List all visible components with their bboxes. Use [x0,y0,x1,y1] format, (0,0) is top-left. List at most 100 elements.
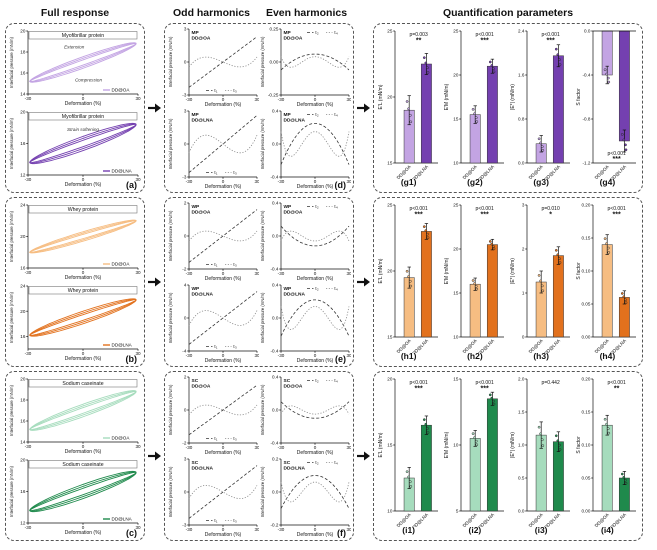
svg-text:0.0: 0.0 [584,29,591,34]
quant-cell-g4: -1.2 -0.8 -0.4 0.0 S factor DD@OA DD@LNA p<0.00… [575,29,640,187]
svg-text:SC: SC [191,460,198,466]
svg-text:0.0: 0.0 [272,141,279,146]
svg-text:-0.25: -0.25 [267,93,278,98]
svg-text:Deformation (%): Deformation (%) [296,102,333,107]
svg-text:5: 5 [456,509,459,514]
svg-text:E′M (mN/m): E′M (mN/m) [444,257,450,284]
svg-text:0.10: 0.10 [582,269,591,274]
svg-text:20: 20 [453,247,459,252]
svg-text:15: 15 [387,161,393,166]
svg-text:-30: -30 [25,525,32,530]
svg-text:0: 0 [221,271,224,276]
svg-text:-30: -30 [277,445,284,450]
svg-text:τ₂: τ₂ [315,30,319,35]
odd-harmonics-plot-wp-oa: -30 0 30 -2 0 2 Deformation (%) Interfacial pre… [168,201,259,281]
svg-text:16: 16 [20,266,26,271]
quant-cell-h4: 0.00 0.05 0.10 0.15 0.20 S factor DD@OA DD@LNA p… [575,203,640,361]
svg-text:-30: -30 [277,97,284,102]
svg-text:0: 0 [82,444,85,449]
chart-canvas: 0.00.81.62.4|E*| (mN/m)DD@OA DD@LNAp<0.00… [510,29,571,179]
svg-text:*: * [549,212,552,219]
svg-text:3: 3 [522,203,525,208]
chart-canvas: -30 0 30 16 20 24 Deformation (%) Interfacial p… [9,284,141,361]
even-harmonics-plot-wp-oa: -30 0 30 -0.4 0.0 0.4 Deformation (%) Interfaci… [260,201,351,281]
svg-text:10: 10 [387,509,393,514]
svg-text:0.15: 0.15 [582,236,591,241]
svg-text:30: 30 [346,97,351,102]
svg-text:-1.2: -1.2 [583,161,591,166]
svg-text:14: 14 [20,440,26,445]
panel-label-a: (a) [126,180,137,190]
svg-text:-0.4: -0.4 [270,348,278,353]
svg-text:Deformation (%): Deformation (%) [204,102,241,107]
svg-text:0: 0 [183,60,186,65]
svg-text:Interfacial pressure (mN/m): Interfacial pressure (mN/m) [9,291,14,342]
chart-canvas: -30 0 30 12 16 20 Deformation (%) Interfacial p… [9,110,141,187]
svg-text:Sodium caseinate: Sodium caseinate [62,462,103,468]
svg-text:τ₁: τ₁ [214,436,218,441]
bar-chart-eL-sc: 10 15 20 E′L (mN/m) DD@OA DD@LNA p<0.001 *** [378,377,440,527]
svg-text:-0.8: -0.8 [583,117,591,122]
svg-text:14: 14 [20,92,26,97]
svg-text:Myofibrillar protein: Myofibrillar protein [62,33,104,39]
svg-text:Deformation (%): Deformation (%) [65,275,102,280]
svg-text:Deformation (%): Deformation (%) [296,276,333,281]
chart-canvas: -30 0 30 14 16 18 20 Deformation (%) Interfacial… [9,377,141,454]
svg-text:***: *** [480,38,488,45]
svg-text:τ₂: τ₂ [315,378,319,383]
svg-text:0.0: 0.0 [272,408,279,413]
svg-text:|E*| (mN/m): |E*| (mN/m) [510,84,516,110]
svg-text:30: 30 [346,353,351,358]
svg-text:τ₂: τ₂ [315,286,319,291]
svg-text:-30: -30 [25,270,32,275]
flow-arrow-icon [357,23,370,193]
svg-text:Interfacial pressure (mN/m): Interfacial pressure (mN/m) [168,466,173,517]
svg-text:0.00: 0.00 [582,509,591,514]
svg-text:25: 25 [387,29,393,34]
svg-text:p=0.442: p=0.442 [542,380,560,386]
svg-text:-30: -30 [277,179,284,184]
svg-text:30: 30 [135,177,141,182]
svg-text:12: 12 [20,172,26,177]
panel-label-g3: (g3) [533,177,549,187]
svg-text:30: 30 [254,97,259,102]
svg-text:S factor: S factor [576,88,582,106]
svg-text:1.0: 1.0 [518,443,525,448]
svg-text:DD@OA: DD@OA [112,88,131,93]
svg-text:E′L (mN/m): E′L (mN/m) [378,84,384,109]
full-response-box-c: -30 0 30 14 16 18 20 Deformation (%) Interfacial… [5,371,145,541]
svg-text:E′M (mN/m): E′M (mN/m) [444,83,450,110]
harmonics-box-f: -30 0 30 -2 0 2 Deformation (%) Interfacial pre… [164,371,354,541]
svg-text:p<0.001: p<0.001 [409,206,427,212]
quantification-box-i: 10 15 20 E′L (mN/m) DD@OA DD@LNA p<0.001 *** (i… [373,371,643,541]
arrow-glyph [357,103,370,113]
svg-text:Deformation (%): Deformation (%) [204,357,241,362]
svg-text:20: 20 [387,269,393,274]
svg-text:Interfacial pressure (mN/m): Interfacial pressure (mN/m) [168,292,173,343]
svg-text:DD@LNA: DD@LNA [112,168,133,173]
svg-text:0.0: 0.0 [272,315,279,320]
svg-text:20: 20 [20,29,26,34]
panel-label-h4: (h4) [599,351,616,361]
row-myofibrillar-protein: -30 0 30 14 16 18 20 Deformation (%) Interfacial… [5,23,652,193]
svg-text:3: 3 [183,109,186,114]
svg-text:-30: -30 [185,527,192,532]
svg-text:0: 0 [313,271,316,276]
svg-text:Deformation (%): Deformation (%) [65,101,102,106]
svg-text:0.4: 0.4 [272,283,279,288]
svg-text:S factor: S factor [576,436,582,454]
svg-text:-0.2: -0.2 [270,522,278,527]
panel-label-b: (b) [125,354,138,364]
quant-cell-g3: 0.0 0.8 1.6 2.4 |E*| (mN/m) DD@OA DD@LNA p<0.00… [509,29,574,187]
svg-text:Deformation (%): Deformation (%) [65,449,102,454]
full-response-plot-sc-lna: -30 0 30 12 16 20 Deformation (%) Interfacial p… [9,458,141,535]
svg-text:2: 2 [183,201,186,206]
full-response-box-b: -30 0 30 16 20 24 Deformation (%) Interfacial p… [5,197,145,367]
svg-text:DD@OA: DD@OA [283,210,302,216]
svg-text:0.05: 0.05 [582,476,591,481]
svg-text:0: 0 [82,525,85,530]
svg-text:30: 30 [135,351,141,356]
svg-text:MP: MP [283,30,291,36]
svg-text:16: 16 [20,489,26,494]
